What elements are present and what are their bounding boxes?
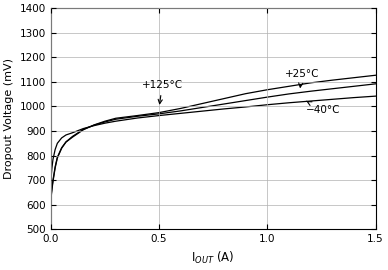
Text: +25°C: +25°C <box>285 69 319 87</box>
Text: +125°C: +125°C <box>142 80 183 104</box>
X-axis label: I$_{OUT}$ (A): I$_{OUT}$ (A) <box>191 250 235 266</box>
Text: −40°C: −40°C <box>306 101 341 115</box>
Y-axis label: Dropout Voltage (mV): Dropout Voltage (mV) <box>4 58 14 179</box>
